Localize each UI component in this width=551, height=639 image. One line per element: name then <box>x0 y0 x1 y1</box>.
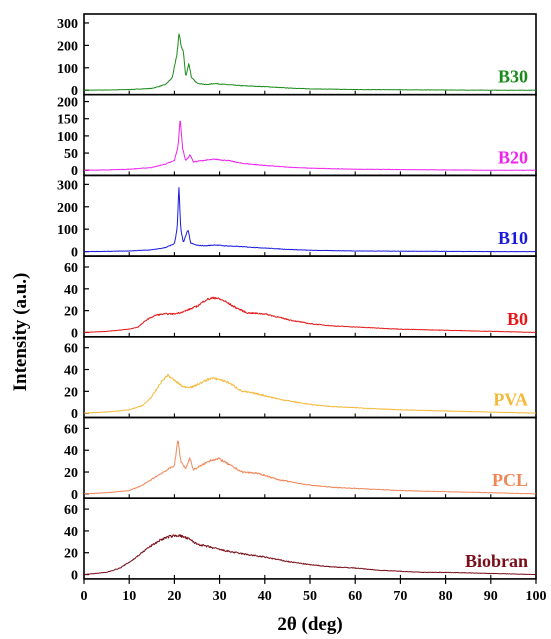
y-tick-label: 20 <box>64 385 78 400</box>
series-label: B0 <box>507 309 528 329</box>
x-tick-label: 80 <box>439 589 453 604</box>
panel-frame <box>83 174 537 257</box>
x-tick-label: 20 <box>167 589 181 604</box>
x-tick-label: 90 <box>484 589 498 604</box>
y-tick-label: 40 <box>64 283 78 298</box>
y-tick-label: 100 <box>57 130 78 145</box>
y-tick-label: 60 <box>64 503 78 518</box>
y-tick-label: 40 <box>64 444 78 459</box>
y-tick-label: 0 <box>71 569 78 584</box>
x-tick-label: 40 <box>258 589 272 604</box>
panel-pcl: 0 20 40 60 PCL <box>64 416 537 503</box>
y-tick-label: 150 <box>57 113 78 128</box>
y-tick-label: 40 <box>64 364 78 379</box>
y-tick-label: 60 <box>64 422 78 437</box>
y-tick-label: 0 <box>71 407 78 422</box>
y-tick-label: 0 <box>71 164 78 179</box>
y-tick-label: 40 <box>64 525 78 540</box>
panel-frame <box>83 13 537 96</box>
y-tick-label: 0 <box>71 84 78 99</box>
x-tick-label: 100 <box>526 589 547 604</box>
y-tick-label: 0 <box>71 488 78 503</box>
series-label: B20 <box>498 147 528 167</box>
series-label: PCL <box>492 470 528 490</box>
y-tick-label: 20 <box>64 547 78 562</box>
panel-frame <box>83 416 537 499</box>
y-tick-label: 200 <box>57 96 78 111</box>
series-line-b20 <box>83 120 536 171</box>
series-line-pcl <box>83 440 536 495</box>
panel-pva: 0 20 40 60 PVA <box>64 335 537 422</box>
x-tick-label: 70 <box>393 589 407 604</box>
series-label: PVA <box>493 390 528 410</box>
y-tick-label: 100 <box>57 62 78 77</box>
y-tick-label: 200 <box>57 39 78 54</box>
series-line-b0 <box>83 296 537 333</box>
series-label: B30 <box>498 67 528 87</box>
series-line-pva <box>83 373 537 414</box>
x-tick-label: 50 <box>303 589 317 604</box>
y-tick-label: 100 <box>57 223 78 238</box>
chart-panels: 0100200300B30050100150200B200100200300B1… <box>57 13 537 584</box>
panel-biobran: 0 20 40 60 Biobran <box>64 497 537 584</box>
panel-b10: 0 100 200 300 B10 <box>57 174 537 261</box>
panel-frame <box>83 335 537 419</box>
panel-b0: 0 20 40 60 B0 <box>64 255 537 341</box>
y-tick-label: 60 <box>64 342 78 357</box>
y-tick-label: 300 <box>57 178 78 193</box>
y-tick-label: 200 <box>57 201 78 216</box>
y-tick-label: 60 <box>64 261 78 276</box>
x-tick-label: 0 <box>81 589 88 604</box>
series-line-b30 <box>83 33 536 91</box>
panel-frame <box>83 255 537 338</box>
series-line-b10 <box>83 187 536 253</box>
series-label: Biobran <box>465 551 528 571</box>
x-tick-label: 30 <box>213 589 227 604</box>
y-tick-label: 300 <box>57 17 78 32</box>
y-tick-label: 20 <box>64 305 78 320</box>
series-line-biobran <box>83 533 536 576</box>
y-axis-title: Intensity (a.u.) <box>10 273 31 392</box>
y-tick-label: 0 <box>71 246 78 261</box>
y-tick-label: 20 <box>64 466 78 481</box>
series-label: B10 <box>498 228 528 248</box>
panel-frame <box>83 93 537 177</box>
x-axis: 0 10 20 30 40 50 60 70 80 90 100 <box>81 578 547 604</box>
x-tick-label: 60 <box>348 589 362 604</box>
panel-b30: 0 100 200 300 B30 <box>57 13 537 99</box>
panel-b20: 0 50 100 150 200 B20 <box>57 93 537 179</box>
y-tick-label: 0 <box>71 326 78 341</box>
x-tick-label: 10 <box>122 589 136 604</box>
y-tick-label: 50 <box>64 147 78 162</box>
x-axis-title: 2θ (deg) <box>277 614 342 635</box>
